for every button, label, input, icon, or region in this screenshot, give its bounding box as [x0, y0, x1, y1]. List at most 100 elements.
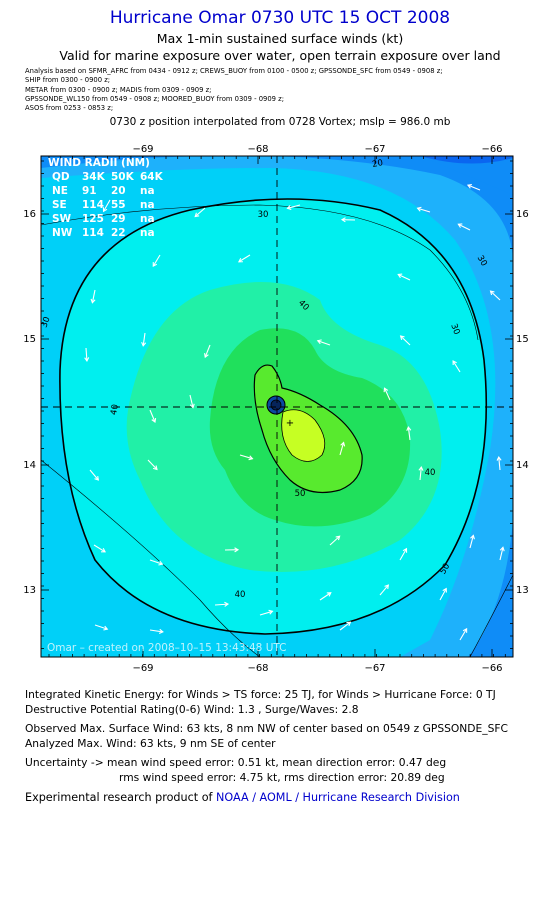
contour-label: 50	[438, 562, 452, 576]
lon-label: −67	[364, 663, 385, 674]
lat-label: 15	[23, 334, 36, 345]
credit-line: Experimental research product of NOAA / …	[25, 791, 460, 804]
lon-label: −66	[481, 144, 502, 155]
wind-arrow	[149, 559, 163, 565]
wind-arrow-head	[346, 621, 352, 627]
max-wind-marker: +	[286, 418, 294, 429]
wind-arrow-head	[152, 465, 158, 471]
wind-radii-cell: na	[140, 199, 155, 211]
hrd-link[interactable]: NOAA / AOML / Hurricane Research Divisio…	[216, 791, 460, 804]
wind-arrow-head	[470, 534, 475, 540]
wind-arrow	[204, 344, 211, 358]
wind-arrow-head	[204, 353, 209, 359]
analysis-sources: Analysis based on SFMR_AFRC from 0434 - …	[25, 67, 443, 113]
wind-arrow-head	[326, 592, 332, 597]
wind-arrow	[379, 584, 389, 596]
lat-label: 16	[23, 209, 36, 220]
wind-arrow-head	[189, 403, 195, 409]
ike-line: Integrated Kinetic Energy: for Winds > T…	[25, 688, 496, 701]
wind-arrow-head	[151, 417, 157, 423]
contour-label: 30	[258, 210, 269, 220]
wind-arrow	[400, 335, 411, 346]
wind-radii-header: 50K	[111, 171, 135, 183]
lat-label: 14	[516, 460, 529, 471]
wind-arrow	[147, 459, 158, 470]
wind-arrow	[142, 332, 146, 346]
wind-arrow	[259, 610, 273, 616]
wind-arrow	[89, 469, 99, 481]
wind-arrow-head	[224, 601, 230, 607]
wind-arrow	[329, 535, 340, 546]
lat-label: 14	[23, 460, 36, 471]
map-title: Hurricane Omar 0730 UTC 15 OCT 2008	[109, 8, 451, 28]
contour-label: 20	[371, 158, 383, 170]
wind-radii-header: QD	[52, 171, 70, 183]
wind-radii-cell: na	[140, 185, 155, 197]
wind-arrow	[339, 621, 351, 631]
top-lon-labels: −69 −68 −67 −66	[132, 144, 502, 155]
wind-arrow-head	[158, 560, 164, 566]
wind-arrow-head	[335, 535, 341, 541]
contour-label: 40	[425, 468, 436, 478]
wind-radii-cell: 55	[111, 199, 126, 211]
wind-radii-cell: 29	[111, 213, 126, 225]
wind-arrow	[149, 629, 163, 633]
wind-arrow-head	[316, 339, 322, 345]
lat-label: 13	[23, 585, 36, 596]
wind-arrow	[94, 624, 108, 630]
wind-arrow	[319, 592, 332, 601]
wind-arrow	[239, 454, 253, 460]
bottom-lon-labels: −69 −68 −67 −66	[132, 663, 502, 674]
wind-arrow	[384, 387, 391, 401]
lat-label: 13	[516, 585, 529, 596]
wind-arrow-head	[194, 212, 200, 218]
lon-label: −68	[247, 663, 268, 674]
wind-arrow	[287, 204, 301, 209]
wind-radii-cell: 91	[82, 185, 97, 197]
map-subtitle: Max 1-min sustained surface winds (kt)	[156, 31, 404, 46]
wind-arrow-head	[101, 548, 106, 553]
wind-arrow	[452, 360, 461, 373]
wind-arrow-head	[397, 273, 403, 279]
wind-arrow-head	[383, 387, 389, 393]
wind-arrow	[103, 199, 111, 212]
wind-arrow-head	[496, 455, 502, 461]
wind-radii-cell: 20	[111, 185, 126, 197]
wind-arrow-head	[466, 183, 472, 189]
wind-arrow	[152, 254, 161, 267]
eye-core	[270, 399, 282, 411]
wind-arrow	[469, 535, 474, 549]
observed-max-line: Observed Max. Surface Wind: 63 kts, 8 nm…	[25, 722, 509, 735]
wind-arrow	[238, 254, 251, 263]
wind-arrow-head	[234, 547, 240, 553]
wind-arrow-head	[94, 475, 100, 481]
wind-radii-cell: SW	[52, 213, 72, 225]
contour-label: 40	[109, 403, 121, 415]
wind-arrow-head	[457, 223, 463, 228]
wind-radii-cell: 22	[111, 227, 126, 239]
wind-arrow-head	[103, 625, 109, 631]
wind-arrow-head	[462, 627, 468, 633]
uncertainty-line-2: rms wind speed error: 4.75 kt, rms direc…	[119, 771, 445, 784]
contour-label: 30	[40, 316, 53, 330]
dpr-line: Destructive Potential Rating(0-6) Wind: …	[25, 703, 359, 716]
wind-arrow	[189, 394, 194, 408]
wind-arrow-head	[384, 584, 390, 590]
wind-arrow	[459, 628, 468, 641]
wind-radii-cell: na	[140, 227, 155, 239]
position-note: 0730 z position interpolated from 0728 V…	[109, 116, 451, 128]
analysis-line: GPSSONDE_WL150 from 0549 - 0908 z; MOORE…	[25, 94, 285, 103]
wind-arrow	[93, 544, 106, 553]
wind-arrow	[458, 223, 471, 231]
wind-arrow-head	[340, 441, 346, 447]
axis-ticks	[41, 156, 513, 657]
wind-arrow-head	[141, 341, 147, 347]
wind-radii-header: 64K	[140, 171, 164, 183]
wind-arrow-head	[399, 335, 405, 341]
wind-arrow-head	[90, 298, 96, 304]
wind-arrow	[467, 184, 481, 191]
wind-radii-table: WIND RADII (NM) QD 34K 50K 64K NE 91 20 …	[48, 157, 164, 239]
wind-arrow	[214, 603, 229, 606]
